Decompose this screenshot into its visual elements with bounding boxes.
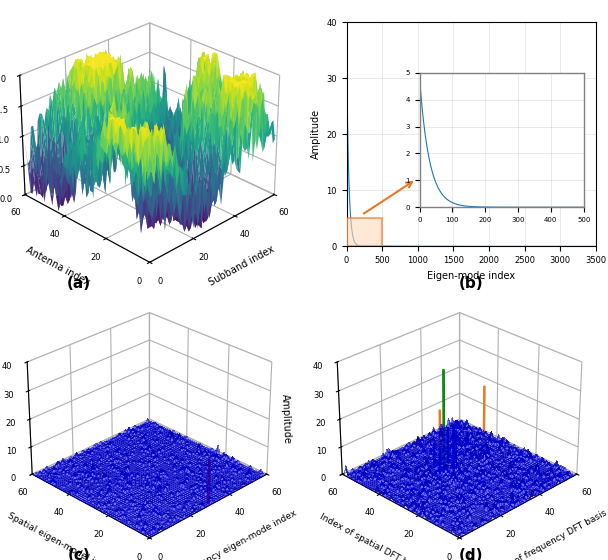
- Y-axis label: Index of spatial DFT basis: Index of spatial DFT basis: [318, 512, 424, 560]
- Text: (d): (d): [459, 548, 483, 560]
- Y-axis label: Antenna index: Antenna index: [24, 245, 91, 288]
- X-axis label: Index of frequency DFT basis: Index of frequency DFT basis: [488, 508, 608, 560]
- X-axis label: Eigen-mode index: Eigen-mode index: [427, 270, 515, 281]
- Y-axis label: Amplitude: Amplitude: [311, 109, 320, 160]
- X-axis label: Frecuency eigen-mode index: Frecuency eigen-mode index: [178, 508, 298, 560]
- Text: (a): (a): [67, 277, 91, 291]
- Text: (c): (c): [67, 548, 91, 560]
- Bar: [347, 218, 382, 246]
- Y-axis label: Spatial eigen-model index: Spatial eigen-model index: [7, 511, 116, 560]
- Text: (b): (b): [459, 277, 483, 291]
- X-axis label: Subband index: Subband index: [208, 244, 277, 288]
